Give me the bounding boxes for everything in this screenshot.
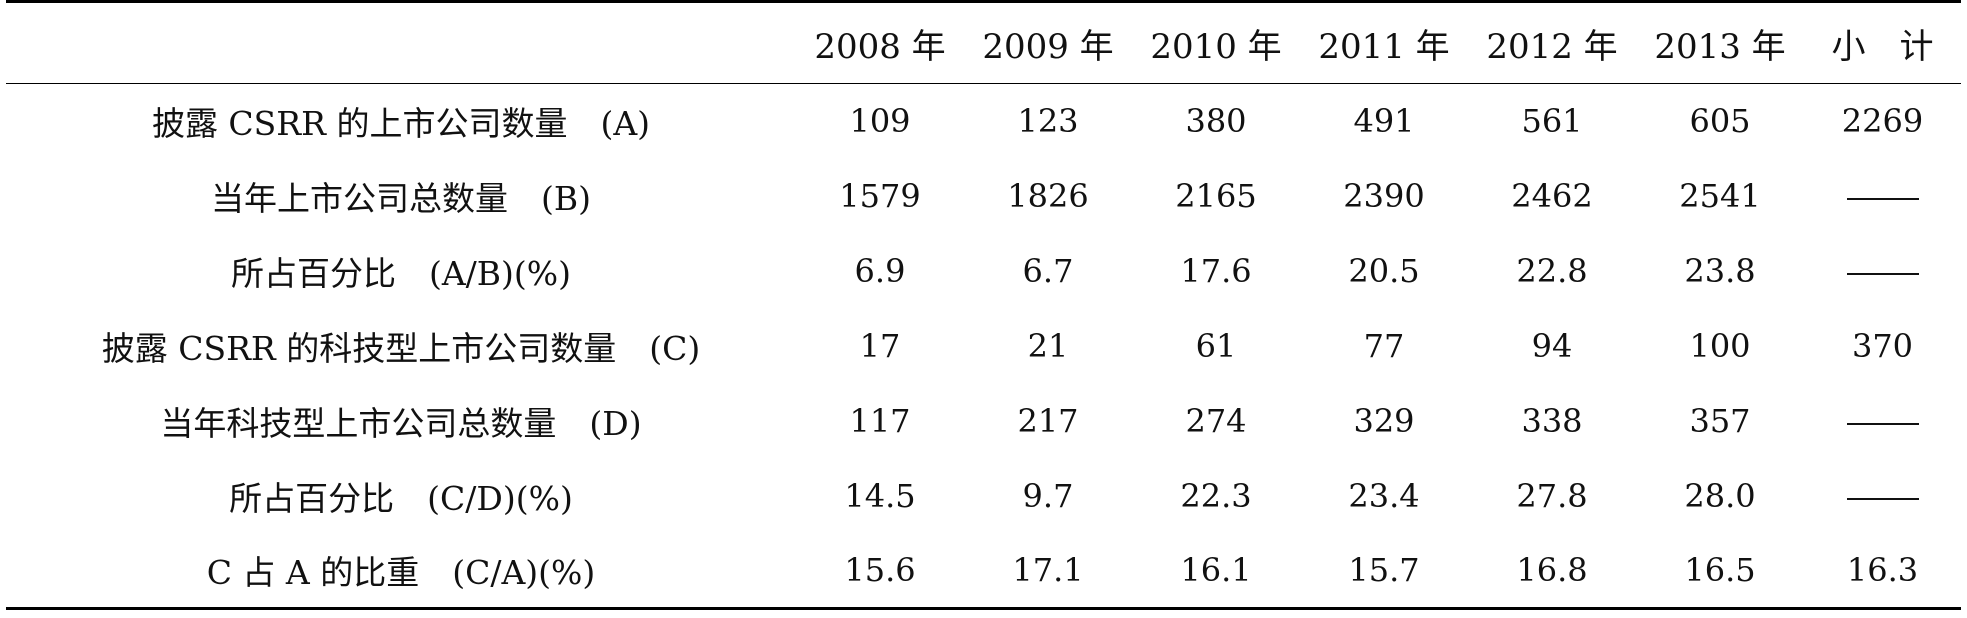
value-cell: 16.1 [1132,533,1300,610]
value-cell: 217 [1017,402,1079,440]
value-cell: 338 [1521,402,1583,440]
header-2013: 2013 年 [1636,0,1804,84]
value-cell: 16.3 [1804,533,1961,610]
value-cell: 1579 [839,177,921,215]
value-cell: 17 [859,327,901,365]
value-cell: 17.6 [1180,252,1252,290]
table-body: 披露 CSRR 的上市公司数量 (A) 109 123 380 491 561 605 226… [6,84,1961,610]
empty-cell-dash [1804,234,1961,309]
value-cell: 28.0 [1684,477,1756,515]
value-cell: 61 [1195,327,1237,365]
value-cell: 329 [1353,402,1415,440]
value-cell: 6.7 [1022,252,1074,290]
table-row: 当年科技型上市公司总数量 (D) 117 217 274 329 338 357 [6,384,1961,459]
value-cell: 117 [849,402,911,440]
header-2012: 2012 年 [1468,0,1636,84]
row-label: 当年科技型上市公司总数量 (D) [160,404,642,443]
value-cell: 15.6 [796,533,964,610]
row-label: 披露 CSRR 的上市公司数量 (A) [151,104,651,144]
header-row: 2008 年 2009 年 2010 年 2011 年 2012 年 2013 … [6,0,1961,84]
value-cell: 9.7 [1022,477,1074,515]
table-header: 2008 年 2009 年 2010 年 2011 年 2012 年 2013 … [6,0,1961,84]
dash-rule [1846,497,1919,500]
value-cell: 123 [1017,102,1079,141]
row-label: 所占百分比 (C/D)(%) [229,479,573,518]
value-cell: 1826 [1007,177,1089,215]
value-cell: 2165 [1175,177,1257,215]
value-cell: 77 [1363,327,1405,365]
value-cell: 16.8 [1468,533,1636,610]
dash-rule [1846,422,1919,425]
table-row: 披露 CSRR 的上市公司数量 (A) 109 123 380 491 561 605 226… [6,84,1961,159]
value-cell: 22.3 [1180,477,1252,515]
empty-cell-dash [1804,384,1961,459]
value-cell: 274 [1185,402,1247,440]
table-row: C 占 A 的比重 (C/A)(%) 15.6 17.1 16.1 15.7 16.8 16… [6,533,1961,610]
value-cell: 370 [1851,327,1914,365]
header-2009: 2009 年 [964,0,1132,84]
empty-cell-dash [1804,459,1961,534]
value-cell: 2269 [1841,102,1924,141]
header-2011: 2011 年 [1300,0,1468,84]
value-cell: 16.5 [1636,533,1804,610]
header-subtotal: 小 计 [1804,0,1961,84]
value-cell: 15.7 [1300,533,1468,610]
value-cell: 491 [1353,102,1415,141]
csrr-disclosure-table: 2008 年 2009 年 2010 年 2011 年 2012 年 2013 … [6,0,1961,610]
value-cell: 21 [1027,327,1069,365]
empty-cell-dash [1804,159,1961,234]
value-cell: 100 [1689,327,1751,365]
dash-rule [1846,272,1919,275]
value-cell: 605 [1689,102,1751,141]
value-cell: 109 [849,102,911,141]
value-cell: 6.9 [854,252,906,290]
table-row: 当年上市公司总数量 (B) 1579 1826 2165 2390 2462 2541 [6,159,1961,234]
value-cell: 2390 [1343,177,1425,215]
value-cell: 380 [1185,102,1247,141]
value-cell: 27.8 [1516,477,1588,515]
header-2008: 2008 年 [796,0,964,84]
row-label: 当年上市公司总数量 (B) [211,179,591,218]
value-cell: 14.5 [844,477,916,515]
header-corner-cell [6,0,796,84]
value-cell: 23.4 [1348,477,1420,515]
value-cell: 17.1 [964,533,1132,610]
row-label: 所占百分比 (A/B)(%) [230,254,572,293]
value-cell: 94 [1531,327,1573,365]
row-label: C 占 A 的比重 (C/A)(%) [6,533,796,610]
row-label: 披露 CSRR 的科技型上市公司数量 (C) [101,329,701,368]
value-cell: 23.8 [1684,252,1756,290]
value-cell: 2541 [1679,177,1761,215]
value-cell: 22.8 [1516,252,1588,290]
header-2010: 2010 年 [1132,0,1300,84]
value-cell: 561 [1521,102,1583,141]
table-row: 披露 CSRR 的科技型上市公司数量 (C) 17 21 61 77 94 100 370 [6,309,1961,384]
value-cell: 357 [1689,402,1751,440]
dash-rule [1846,197,1919,200]
table-row: 所占百分比 (C/D)(%) 14.5 9.7 22.3 23.4 27.8 28.0 [6,459,1961,534]
value-cell: 2462 [1511,177,1593,215]
table-row: 所占百分比 (A/B)(%) 6.9 6.7 17.6 20.5 22.8 23.8 [6,234,1961,309]
value-cell: 20.5 [1348,252,1420,290]
